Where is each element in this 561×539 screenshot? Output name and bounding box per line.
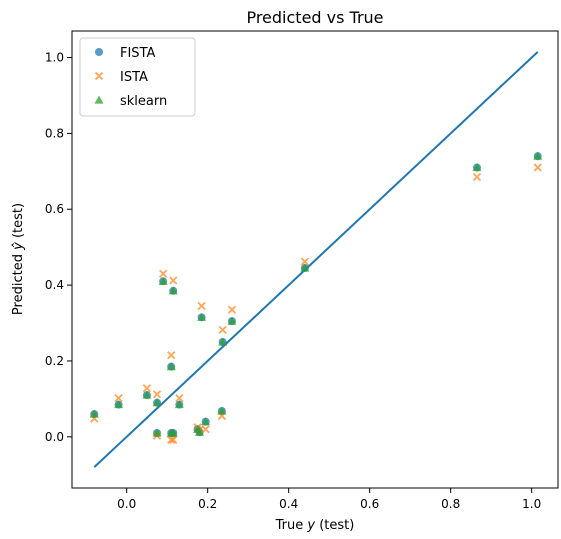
plot-frame	[71, 30, 559, 489]
y-tick-label: 0.6	[45, 202, 64, 216]
legend-label-sklearn: sklearn	[120, 94, 167, 109]
sklearn-point	[217, 406, 227, 415]
sklearn-point	[166, 362, 176, 371]
legend-items: FISTA ISTA sklearn	[94, 46, 167, 109]
y-axis-label-suffix: (test)	[11, 203, 26, 242]
ista-point	[227, 305, 237, 314]
sklearn-point	[158, 276, 168, 285]
sklearn-point	[472, 163, 482, 172]
y-axis-label-var: ŷ	[11, 242, 26, 251]
ista-point	[197, 301, 206, 311]
reference-line	[93, 51, 539, 468]
y-axis-label: Predicted ŷ (test)	[11, 203, 26, 315]
ista-point	[152, 390, 162, 399]
x-tick-label: 0.4	[279, 497, 298, 511]
sklearn-point	[168, 428, 178, 437]
ista-point	[218, 325, 227, 334]
ista-point	[114, 393, 123, 403]
sklearn-point	[152, 428, 162, 437]
sklearn-point	[227, 316, 237, 325]
legend-box	[79, 37, 196, 117]
data-points	[89, 151, 543, 444]
legend-marker-sklearn	[94, 95, 104, 104]
sklearn-point	[533, 151, 543, 160]
sklearn-point	[152, 398, 162, 407]
ista-point	[533, 163, 542, 172]
ista-point	[169, 435, 178, 444]
series-sklearn	[89, 151, 543, 437]
x-tick-label: 1.0	[522, 497, 541, 511]
chart-title: Predicted vs True	[246, 8, 383, 27]
sklearn-point	[195, 427, 205, 436]
legend-marker-ista	[94, 71, 104, 81]
ista-point	[175, 393, 184, 403]
legend-label-ista: ISTA	[120, 70, 148, 85]
legend-label-fista: FISTA	[120, 46, 155, 61]
x-tick-label: 0.6	[360, 497, 379, 511]
y-tick-label: 0.2	[45, 354, 64, 368]
ista-point	[300, 257, 310, 266]
ista-point	[472, 172, 482, 182]
sklearn-point	[300, 263, 310, 272]
ista-point	[142, 384, 152, 393]
sklearn-point	[89, 409, 99, 418]
sklearn-point	[174, 400, 184, 409]
x-axis-label-text: True	[275, 518, 308, 533]
ista-point	[167, 351, 176, 360]
x-axis-label-var: y	[306, 518, 315, 533]
legend: FISTA ISTA sklearn	[79, 37, 196, 117]
sklearn-point	[142, 390, 152, 399]
y-tick-label: 1.0	[45, 51, 64, 65]
sklearn-point	[114, 400, 124, 409]
ista-point	[169, 276, 178, 285]
sklearn-point	[168, 286, 178, 295]
x-tick-label: 0.8	[441, 497, 460, 511]
legend-marker-fista	[95, 48, 103, 56]
sklearn-point	[218, 337, 228, 346]
sklearn-point	[201, 417, 211, 426]
ista-point	[201, 425, 210, 434]
axis-ticks: 0.0 0.2 0.4 0.6 0.8 1.0 0.0 0.2 0.4 0.6 0.8 1.0	[45, 51, 541, 511]
reference-line-group	[93, 51, 539, 468]
ista-point	[158, 269, 168, 278]
x-axis-label: True y (test)	[275, 518, 355, 533]
y-tick-label: 0.4	[45, 278, 64, 292]
y-axis-label-text: Predicted	[11, 250, 26, 315]
ista-point	[167, 435, 176, 444]
x-axis-label-suffix: (test)	[315, 518, 354, 533]
x-tick-label: 0.2	[198, 497, 217, 511]
y-tick-label: 0.8	[45, 126, 64, 140]
x-tick-label: 0.0	[117, 497, 136, 511]
sklearn-point	[197, 312, 207, 321]
y-tick-label: 0.0	[45, 430, 64, 444]
